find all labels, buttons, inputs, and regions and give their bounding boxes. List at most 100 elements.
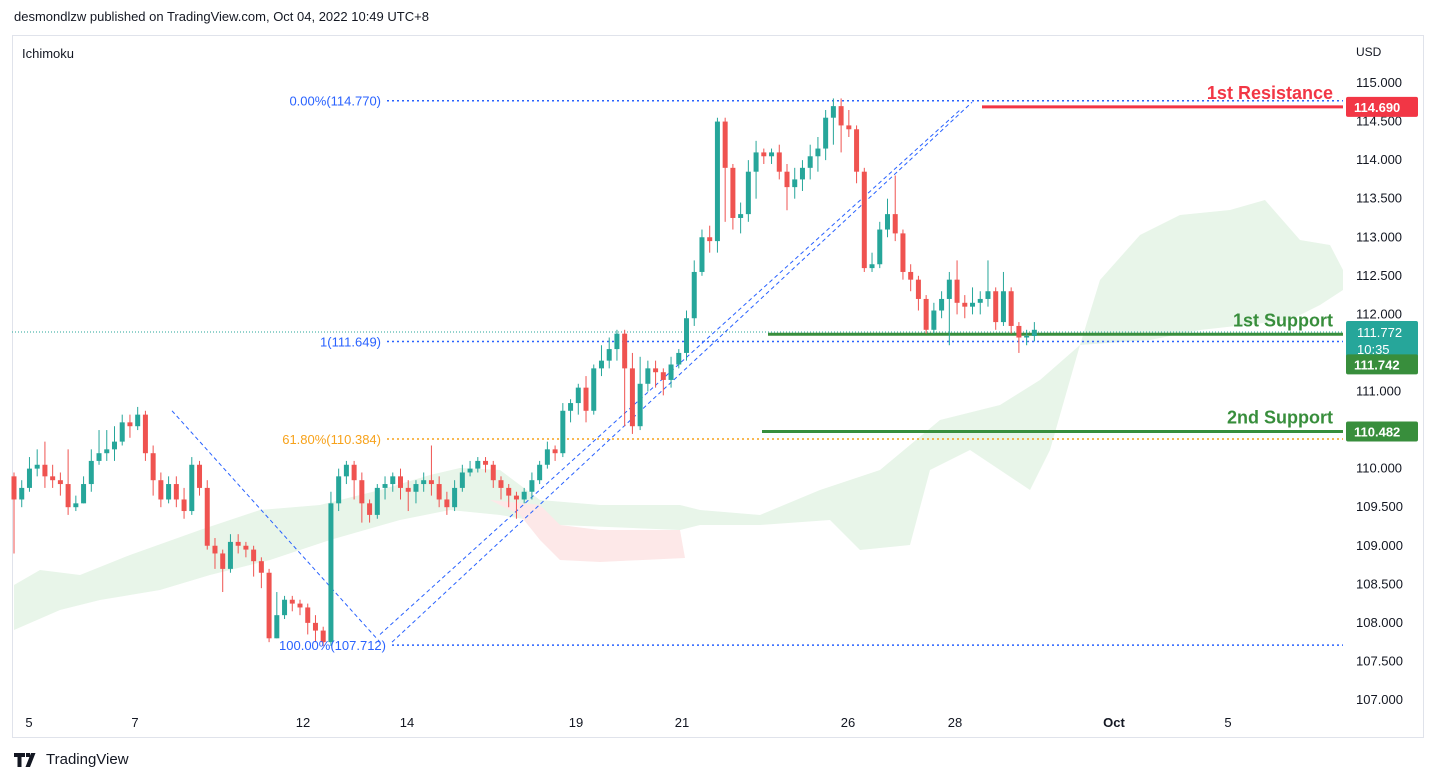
candle-body bbox=[722, 121, 728, 168]
time-tick: Oct bbox=[1103, 715, 1125, 730]
level-labels: 0.00%(114.770) 1(111.649) 61.80%(110.384) 1… bbox=[279, 83, 1418, 653]
candle-body bbox=[212, 545, 218, 554]
ichimoku-cloud bbox=[14, 200, 1343, 630]
candle-body bbox=[398, 476, 403, 488]
candle-body bbox=[529, 480, 535, 492]
candle-body bbox=[962, 302, 968, 307]
fib-label: 61.80%(110.384) bbox=[282, 432, 381, 447]
candle-body bbox=[81, 484, 87, 504]
candle-body bbox=[985, 291, 991, 299]
candle-body bbox=[544, 449, 550, 465]
candle-body bbox=[954, 279, 960, 303]
tradingview-footer[interactable]: TradingView bbox=[14, 751, 129, 768]
candle-body bbox=[405, 487, 411, 492]
fib-label: 0.00%(114.770) bbox=[289, 94, 381, 109]
fib-label: 100.00%(107.712) bbox=[279, 638, 386, 653]
candle-body bbox=[946, 279, 952, 299]
level-name: 2nd Support bbox=[1227, 407, 1333, 427]
price-tick: 113.000 bbox=[1356, 229, 1402, 244]
candle-body bbox=[884, 214, 890, 230]
candle-body bbox=[483, 460, 489, 465]
candle-body bbox=[142, 414, 148, 454]
candle-body bbox=[135, 414, 141, 427]
candle-body bbox=[258, 561, 264, 573]
candle-body bbox=[251, 549, 257, 562]
candle-body bbox=[591, 368, 597, 411]
candle-body bbox=[869, 264, 875, 269]
price-tick: 109.500 bbox=[1356, 499, 1403, 514]
candle-body bbox=[1008, 291, 1014, 326]
candle-body bbox=[622, 333, 628, 369]
candle-body bbox=[413, 484, 419, 492]
candle-body bbox=[900, 233, 906, 272]
candle-body bbox=[498, 480, 504, 488]
candle-body bbox=[823, 117, 829, 149]
price-tick: 107.000 bbox=[1356, 692, 1403, 707]
candle-body bbox=[428, 480, 434, 485]
candle-body bbox=[1031, 329, 1037, 336]
price-tick: 107.500 bbox=[1356, 653, 1403, 668]
support2-price-tag-text: 110.482 bbox=[1354, 424, 1400, 439]
candle-body bbox=[359, 480, 365, 504]
indicator-label[interactable]: Ichimoku bbox=[22, 46, 75, 61]
last-price-tag bbox=[1346, 320, 1418, 359]
candle-body bbox=[575, 387, 581, 404]
price-tick: 109.000 bbox=[1356, 538, 1403, 553]
candle-body bbox=[26, 468, 32, 488]
support2-price-tag bbox=[1346, 421, 1418, 442]
candle-body bbox=[645, 368, 651, 384]
candle-body bbox=[197, 464, 203, 488]
candle-body bbox=[65, 484, 71, 508]
candle-body bbox=[846, 125, 852, 130]
time-tick: 26 bbox=[841, 715, 855, 730]
candle-body bbox=[220, 553, 226, 569]
candle-body bbox=[598, 360, 604, 369]
candle-body bbox=[660, 372, 666, 380]
candle-body bbox=[351, 464, 357, 481]
trend-line bbox=[171, 410, 381, 643]
candle-body bbox=[390, 476, 396, 485]
candle-body bbox=[19, 487, 25, 500]
candle-body bbox=[34, 464, 40, 469]
candle-body bbox=[282, 599, 288, 616]
candle-body bbox=[312, 622, 318, 631]
candle-body bbox=[761, 152, 767, 157]
candle-body bbox=[537, 464, 543, 481]
ichimoku-bull-cloud bbox=[14, 200, 1343, 630]
candle-body bbox=[88, 460, 94, 485]
candle-body bbox=[189, 464, 195, 512]
candle-body bbox=[150, 453, 156, 481]
chart-frame[interactable] bbox=[12, 35, 1424, 738]
candle-body bbox=[127, 422, 133, 427]
candle-body bbox=[158, 480, 164, 500]
price-axis: USD 115.000 114.500 114.000 113.500 113.000 11… bbox=[25, 45, 1403, 730]
resistance-price-tag-text: 114.690 bbox=[1354, 100, 1400, 115]
candle-body bbox=[436, 484, 442, 500]
candle-body bbox=[931, 310, 937, 330]
candle-body bbox=[266, 572, 272, 639]
candle-body bbox=[243, 545, 249, 550]
support1-price-tag-text: 111.742 bbox=[1354, 357, 1400, 372]
candle-body bbox=[475, 460, 481, 469]
ichimoku-bear-cloud bbox=[490, 500, 685, 562]
candle-body bbox=[274, 615, 280, 639]
level-name: 1st Support bbox=[1233, 310, 1333, 330]
candle-body bbox=[691, 271, 697, 319]
candle-body bbox=[614, 333, 620, 350]
candle-body bbox=[374, 487, 380, 515]
candle-body bbox=[119, 422, 125, 442]
candle-body bbox=[861, 171, 867, 269]
time-tick: 7 bbox=[131, 715, 138, 730]
candle-body bbox=[552, 449, 558, 454]
time-tick: 28 bbox=[948, 715, 962, 730]
candle-body bbox=[1016, 325, 1022, 338]
candle-body bbox=[343, 464, 349, 477]
price-tick: 114.000 bbox=[1356, 152, 1402, 167]
candle-body bbox=[467, 468, 473, 473]
time-tick: 14 bbox=[400, 715, 414, 730]
candle-body bbox=[799, 167, 805, 180]
candle-body bbox=[939, 298, 945, 311]
candle-body bbox=[50, 476, 56, 481]
candle-body bbox=[181, 499, 187, 512]
